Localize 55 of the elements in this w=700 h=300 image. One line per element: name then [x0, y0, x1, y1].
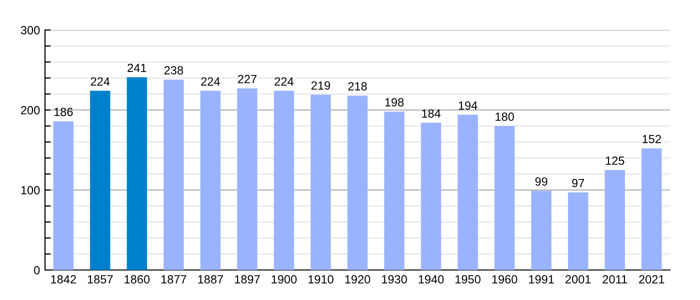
x-tick-label: 1950 [456, 275, 480, 284]
bar [53, 121, 74, 270]
bar [200, 90, 221, 270]
data-label: 224 [201, 77, 220, 86]
x-tick-label: 1920 [345, 275, 370, 284]
data-label: 184 [422, 109, 441, 118]
data-label: 97 [572, 178, 584, 188]
x-tick-label: 1887 [198, 275, 223, 284]
x-tick-label: 2001 [566, 275, 591, 284]
bar [420, 122, 442, 270]
bar [237, 88, 258, 270]
x-tick-label: 1940 [418, 275, 444, 284]
data-label: 194 [458, 101, 478, 110]
x-tick-label: 1842 [51, 275, 76, 284]
y-tick-label: 200 [21, 106, 40, 114]
data-label: 125 [606, 156, 624, 165]
x-tick-label: 2021 [639, 275, 664, 284]
x-tick-label: 1910 [308, 275, 334, 284]
bar [126, 77, 148, 270]
bar [310, 94, 331, 270]
data-label: 218 [348, 82, 367, 90]
data-label: 227 [238, 74, 256, 84]
y-tick-label: 300 [20, 26, 40, 34]
data-label: 224 [274, 77, 294, 86]
bar [347, 96, 368, 270]
x-tick-label: 1900 [272, 275, 297, 284]
x-tick-label: 1857 [88, 275, 113, 284]
bar [384, 112, 404, 270]
data-label: 224 [90, 77, 110, 86]
bar [604, 170, 625, 270]
x-tick-label: 1877 [161, 275, 186, 284]
y-tick-label: 100 [21, 186, 40, 194]
x-tick-label: 1897 [234, 275, 260, 284]
bar [90, 90, 110, 270]
bar [568, 192, 588, 270]
bar [494, 126, 515, 270]
data-label: 152 [642, 134, 661, 144]
data-label: 219 [311, 81, 330, 90]
x-tick-label: 2011 [602, 275, 627, 284]
data-label: 241 [128, 64, 146, 72]
bar [164, 80, 184, 270]
bar [531, 190, 552, 270]
data-label: 99 [535, 177, 548, 186]
data-label: 186 [54, 108, 73, 116]
x-tick-label: 1991 [529, 275, 554, 284]
x-tick-label: 1930 [382, 275, 407, 284]
x-tick-label: 1960 [492, 275, 518, 284]
x-tick-label: 1860 [124, 275, 150, 284]
bar [274, 90, 294, 270]
data-label: 198 [385, 98, 404, 106]
bar [458, 114, 478, 270]
data-label: 238 [164, 66, 184, 74]
y-tick-label: 0 [34, 266, 40, 274]
data-label: 180 [496, 112, 514, 121]
bar [642, 148, 662, 270]
